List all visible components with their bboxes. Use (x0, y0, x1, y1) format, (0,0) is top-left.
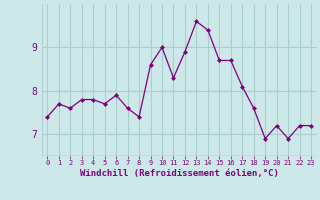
X-axis label: Windchill (Refroidissement éolien,°C): Windchill (Refroidissement éolien,°C) (80, 169, 279, 178)
